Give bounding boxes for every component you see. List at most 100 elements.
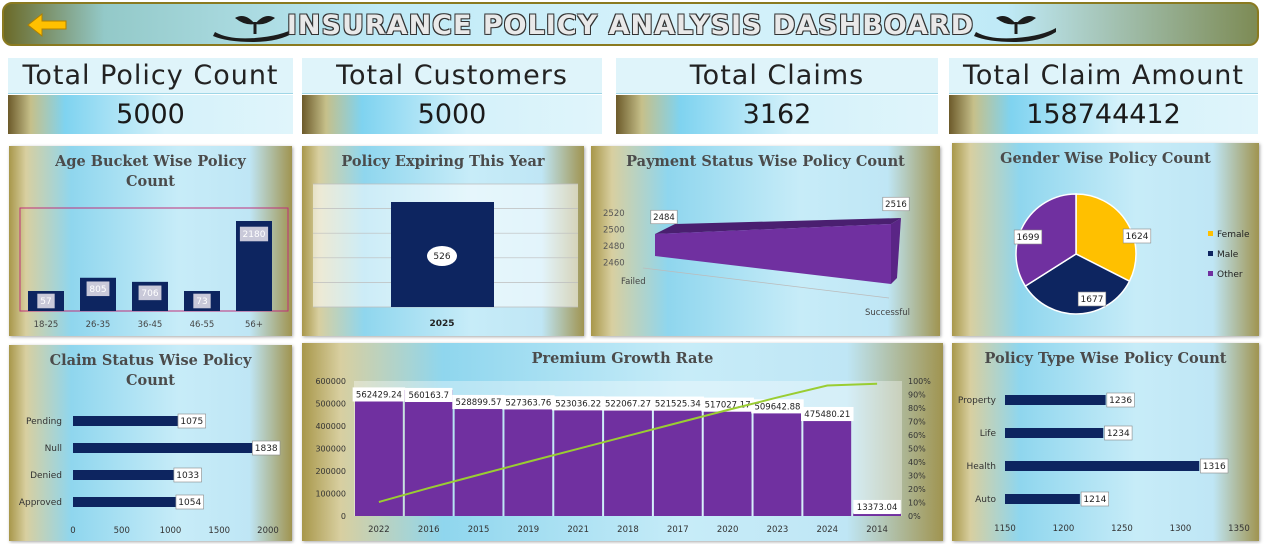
data-label: 560163.7 (408, 391, 449, 401)
legend-swatch (1208, 251, 1213, 256)
x-tick-label: 1350 (1228, 524, 1250, 534)
data-label-box (882, 196, 910, 212)
y-tick-label: Life (980, 429, 997, 439)
x-tick-label: 2020 (717, 525, 739, 535)
y-tick-label: 0 (341, 512, 346, 521)
gender-chart-card: Gender Wise Policy Count 1624 1677 1699 Fem… (952, 143, 1259, 336)
back-arrow-icon[interactable] (26, 11, 68, 39)
pie-slice-other (1015, 193, 1077, 288)
data-label: 509642.88 (754, 402, 800, 412)
y2-tick-label: 20% (908, 485, 926, 494)
x-tick-label: 500 (114, 526, 130, 536)
y-tick-label: Pending (26, 417, 62, 427)
bar-health (1005, 461, 1200, 471)
data-label-bubble (427, 246, 457, 266)
x-tick-label: 2016 (418, 525, 440, 535)
cumulative-percent-line (378, 382, 878, 503)
kpi-label: Total Customers (302, 58, 602, 94)
premium-growth-chart: 0 100000 200000 300000 400000 500000 600000 0% 1… (315, 377, 931, 535)
kpi-value: 5000 (8, 95, 293, 134)
floor-line (642, 267, 890, 299)
bar-2020 (703, 399, 752, 516)
bar-2017 (653, 398, 702, 516)
legend-label: Male (1217, 250, 1239, 260)
y-tick-label: Auto (975, 495, 996, 505)
chart-title: Age Bucket Wise Policy Count (55, 153, 246, 190)
data-label: 73 (196, 297, 207, 307)
kpi-label: Total Claim Amount (949, 58, 1258, 94)
data-label: 1838 (255, 444, 278, 454)
data-label: 1624 (1126, 232, 1149, 242)
bar-2021 (554, 398, 603, 516)
hand-plant-icon (974, 16, 1056, 42)
data-label-box (1106, 392, 1135, 408)
x-tick-label: 36-45 (138, 320, 163, 330)
claim-status-chart: Pending 1075 Null 1838 Denied 1033 Approved 105… (19, 413, 281, 536)
y2-tick-label: 0% (908, 512, 921, 521)
kpi-value: 158744412 (949, 95, 1258, 134)
chart-title: Payment Status Wise Policy Count (626, 153, 905, 170)
bar-2023 (753, 401, 802, 516)
y-tick-label: 2480 (603, 242, 625, 252)
x-tick-label: 2015 (468, 525, 490, 535)
y-tick-label: Denied (30, 471, 62, 481)
y-tick-label: 200000 (315, 467, 346, 476)
bar-approved (73, 497, 176, 507)
data-label: 517027.17 (705, 401, 751, 411)
y2-tick-label: 10% (908, 499, 926, 508)
dashboard-title: INSURANCE POLICY ANALYSIS DASHBOARD (286, 10, 975, 41)
kpi-label: Total Claims (616, 58, 938, 94)
claim-status-chart-card: Claim Status Wise Policy Count Pending 10… (9, 345, 292, 541)
legend-label: Other (1217, 270, 1243, 280)
data-label-box (1122, 228, 1152, 244)
kpi-value: 3162 (616, 95, 938, 134)
bar-2022 (355, 389, 403, 516)
bar-pending (73, 416, 178, 426)
data-label: 527363.76 (505, 398, 551, 408)
x-tick-label: 2022 (368, 525, 390, 535)
chart-title: Premium Growth Rate (531, 350, 714, 367)
y2-tick-label: 80% (908, 404, 926, 413)
data-label: 706 (141, 289, 158, 299)
policy-type-chart-card: Policy Type Wise Policy Count Property 12… (952, 343, 1259, 541)
x-tick-label: 0 (70, 526, 75, 536)
y2-tick-label: 70% (908, 418, 926, 427)
y-tick-label: Approved (19, 498, 62, 508)
x-tick-label: 2025 (429, 319, 454, 329)
data-label: 1699 (1017, 233, 1040, 243)
chart-title: Gender Wise Policy Count (1000, 150, 1211, 167)
x-tick-label: 2000 (257, 526, 279, 536)
x-tick-label: 1000 (160, 526, 182, 536)
chart-title: Claim Status Wise Policy Count (49, 352, 252, 389)
area-front (655, 224, 891, 284)
legend-swatch (1208, 271, 1213, 276)
area-side (891, 218, 901, 284)
x-tick-label: 2021 (567, 525, 589, 535)
policy-expiring-chart-card: Policy Expiring This Year 526 2025 (302, 146, 584, 336)
data-label-box (252, 440, 281, 456)
y-tick-label: 600000 (315, 377, 346, 386)
y2-tick-label: 40% (908, 458, 926, 467)
data-label-box (239, 226, 269, 242)
y2-tick-label: 90% (908, 391, 926, 400)
data-label-box (86, 281, 110, 297)
dashboard-header: INSURANCE POLICY ANALYSIS DASHBOARD (2, 2, 1259, 46)
data-label: 521525.34 (655, 400, 701, 410)
x-tick-label: 1250 (1111, 524, 1133, 534)
y-tick-label: 100000 (315, 490, 346, 499)
bar-denied (73, 470, 174, 480)
x-tick-label: 1300 (1170, 524, 1192, 534)
y2-tick-label: 100% (908, 377, 931, 386)
data-label-box (650, 209, 678, 225)
gender-pie-chart: 1624 1677 1699 Female Male Other (1013, 193, 1250, 315)
y-tick-label: 500000 (315, 400, 346, 409)
data-label: 805 (89, 285, 106, 295)
data-label: 522067.27 (605, 400, 651, 410)
y-tick-label: 2500 (603, 226, 625, 236)
bar-null (73, 443, 253, 453)
data-label: 1316 (1203, 462, 1226, 472)
data-label-box (1080, 491, 1109, 507)
kpi-total-claims: Total Claims 3162 (616, 58, 938, 134)
x-tick-label: Successful (865, 308, 910, 318)
bar-2015 (454, 396, 503, 516)
